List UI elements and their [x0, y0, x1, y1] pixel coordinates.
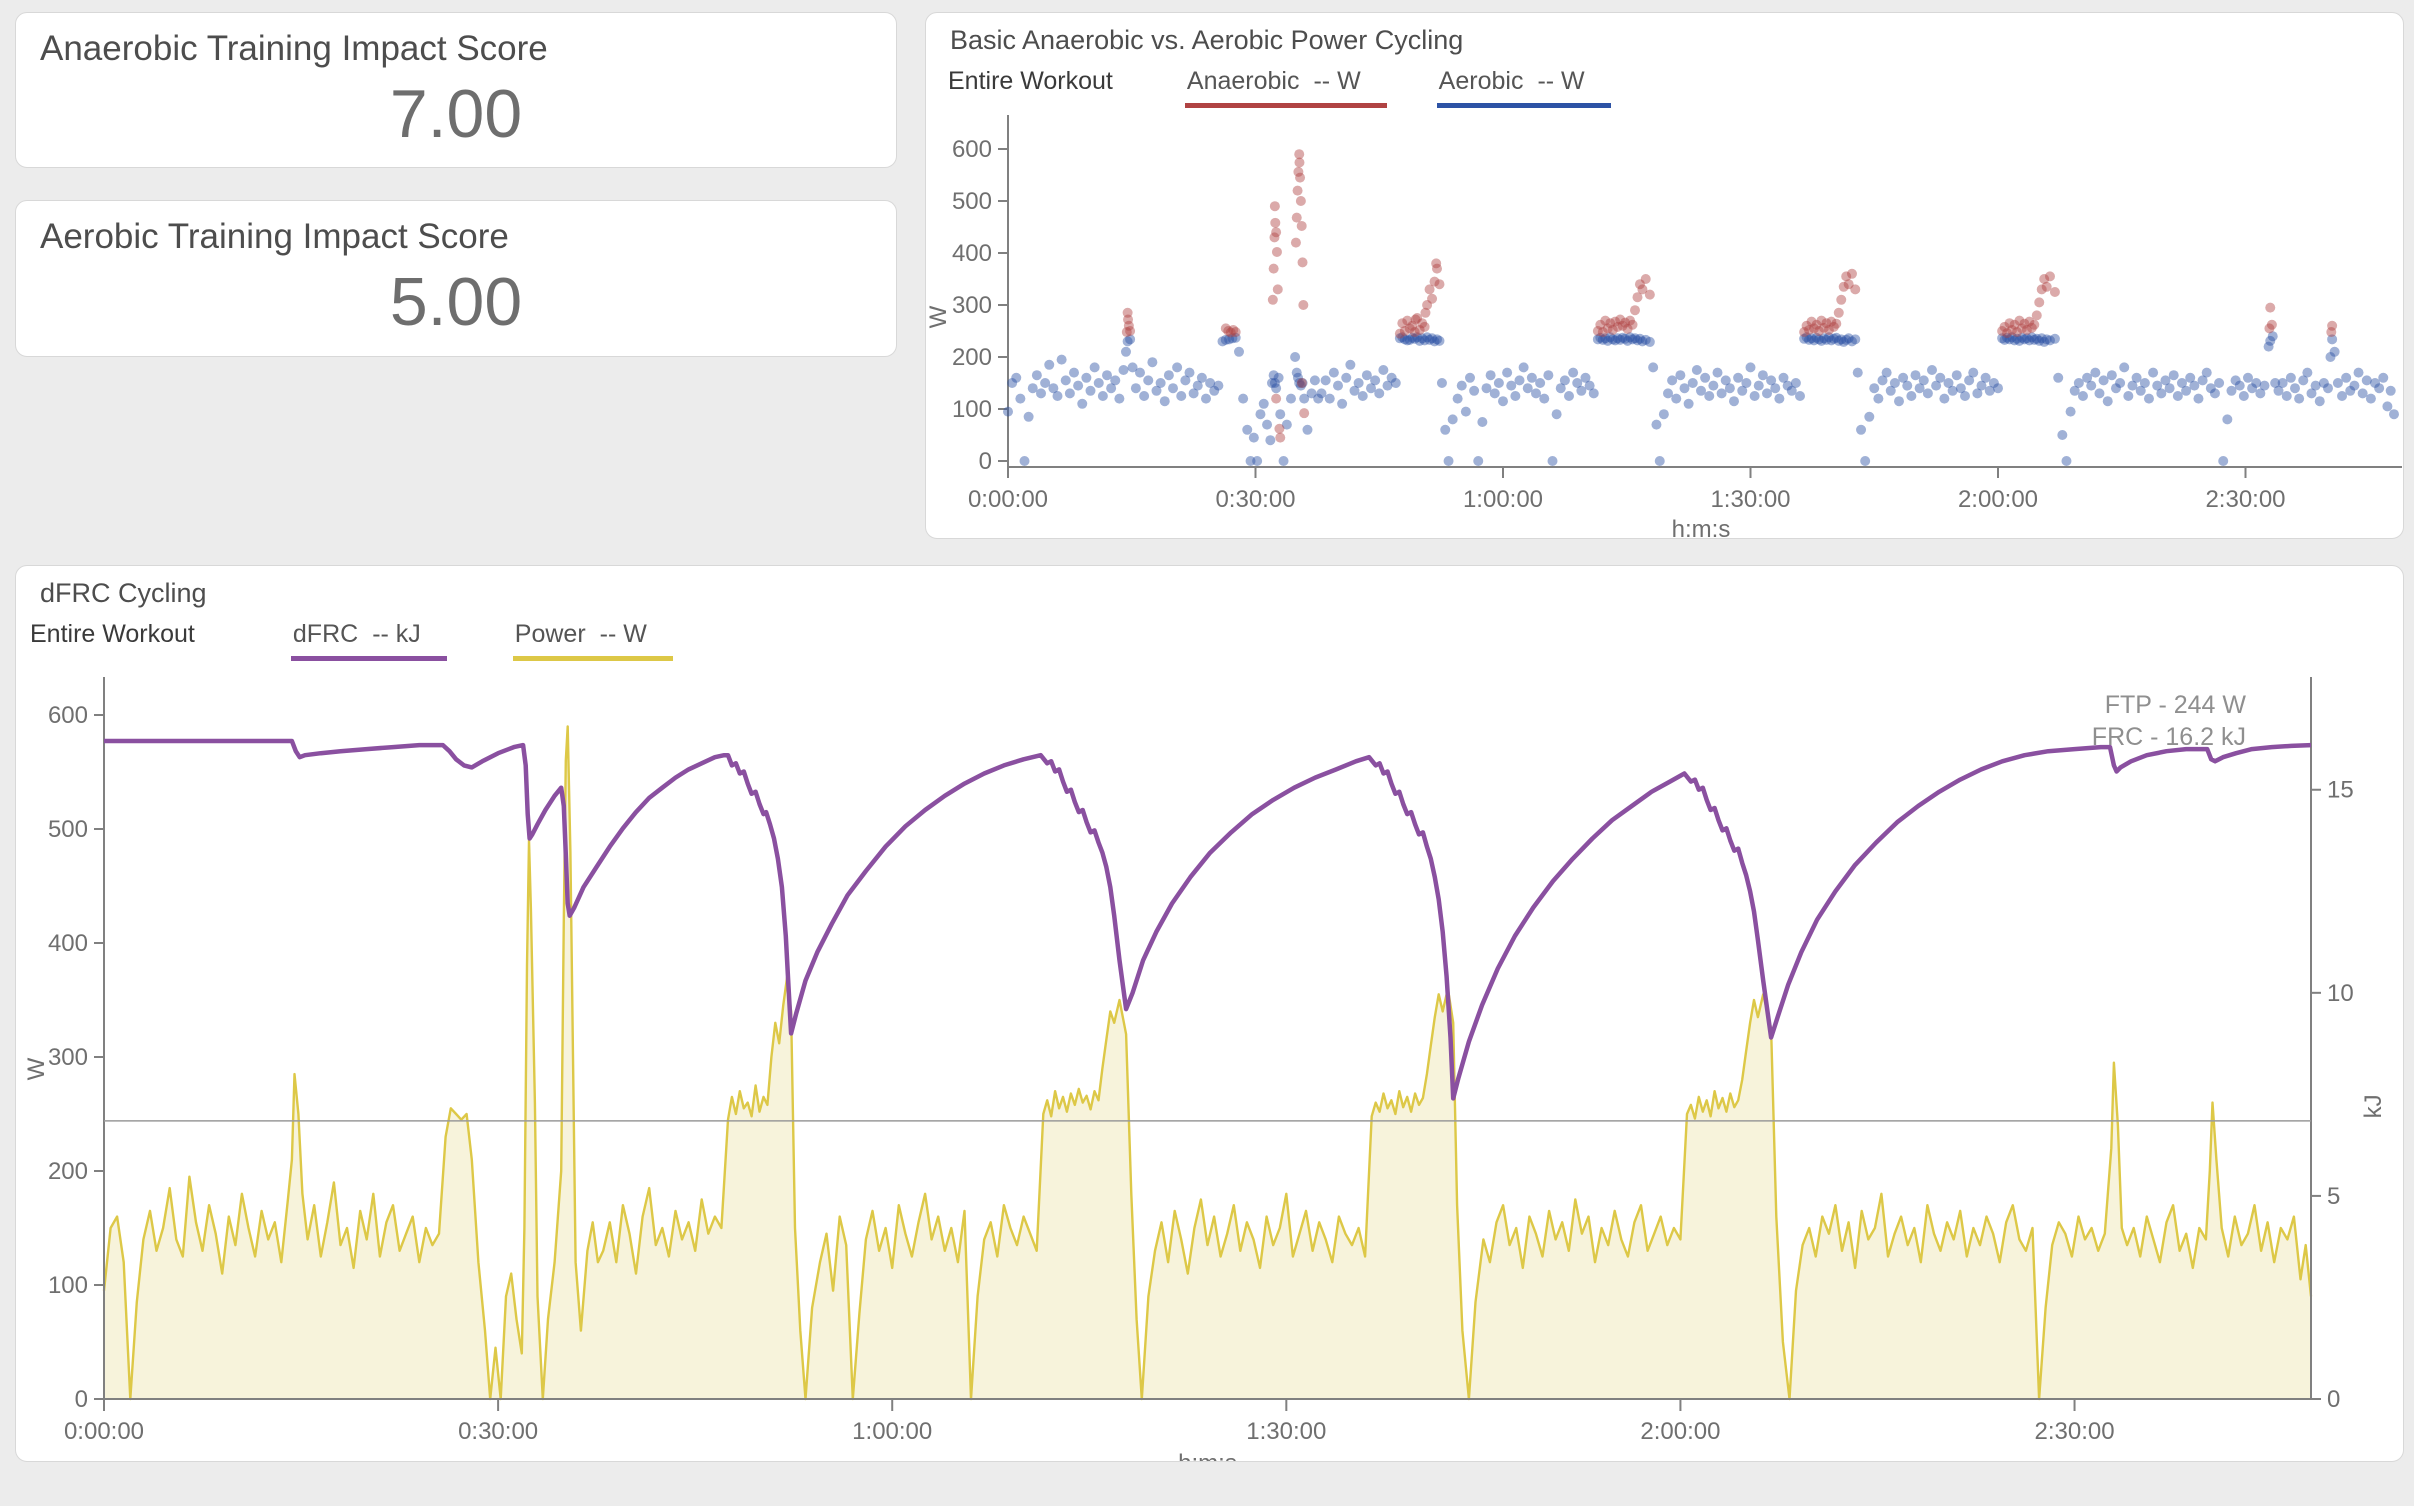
svg-text:600: 600 — [952, 136, 992, 163]
svg-text:1:30:00: 1:30:00 — [1246, 1418, 1326, 1445]
svg-text:400: 400 — [952, 240, 992, 267]
svg-text:5: 5 — [2327, 1183, 2340, 1210]
svg-text:300: 300 — [48, 1044, 88, 1071]
card-aerobic-training-impact[interactable]: Aerobic Training Impact Score 5.00 — [15, 200, 897, 357]
chart-title: Basic Anaerobic vs. Aerobic Power Cyclin… — [950, 25, 1464, 55]
svg-text:100: 100 — [952, 396, 992, 423]
svg-text:1:00:00: 1:00:00 — [852, 1418, 932, 1445]
dfrc-power-line-plot[interactable]: 0 100 200 300 400 500 600 0 5 10 15 0:00:00 0:30:00 1… — [16, 661, 2403, 1461]
legend-item-power[interactable]: Power -- W — [512, 620, 673, 661]
svg-text:200: 200 — [48, 1158, 88, 1185]
svg-text:0:30:00: 0:30:00 — [458, 1418, 538, 1445]
svg-text:h:m:s: h:m:s — [1672, 516, 1731, 538]
svg-text:200: 200 — [952, 344, 992, 371]
panel-anaerobic-vs-aerobic-chart: Basic Anaerobic vs. Aerobic Power Cyclin… — [925, 12, 2404, 539]
svg-text:W: W — [926, 305, 952, 328]
chart-title: dFRC Cycling — [40, 578, 207, 608]
svg-text:0:30:00: 0:30:00 — [1215, 486, 1295, 513]
legend-item-aerobic[interactable]: Aerobic -- W — [1436, 67, 1611, 108]
card-value: 7.00 — [389, 76, 523, 152]
card-anaerobic-training-impact[interactable]: Anaerobic Training Impact Score 7.00 — [15, 12, 897, 168]
svg-text:2:00:00: 2:00:00 — [1958, 486, 2038, 513]
legend-label: Anaerobic — [1186, 67, 1300, 95]
svg-text:0: 0 — [2327, 1386, 2340, 1413]
svg-text:kJ: kJ — [2360, 1094, 2387, 1118]
legend-unit: -- W — [1313, 67, 1361, 95]
svg-text:0: 0 — [979, 448, 992, 475]
svg-text:h:m:s: h:m:s — [1178, 1450, 1237, 1461]
ftp-annotation: FTP - 244 W — [2105, 691, 2247, 719]
svg-text:0: 0 — [75, 1386, 88, 1413]
svg-text:2:00:00: 2:00:00 — [1640, 1418, 1720, 1445]
card-value: 5.00 — [389, 264, 523, 340]
legend-item-dfrc[interactable]: dFRC -- kJ — [290, 620, 447, 661]
svg-text:1:30:00: 1:30:00 — [1710, 486, 1790, 513]
svg-text:300: 300 — [952, 292, 992, 319]
legend-label: Power — [514, 620, 586, 648]
anaerobic-aerobic-scatter-plot[interactable]: 0 100 200 300 400 500 600 0:00:00 0:30:00 1:00:00… — [926, 101, 2403, 538]
legend-unit: -- W — [599, 620, 647, 648]
svg-text:0:00:00: 0:00:00 — [64, 1418, 144, 1445]
svg-text:400: 400 — [48, 930, 88, 957]
legend-label: dFRC — [292, 620, 359, 648]
legend-unit: -- W — [1537, 67, 1585, 95]
svg-text:2:30:00: 2:30:00 — [2034, 1418, 2114, 1445]
legend-scope-selector[interactable]: Entire Workout — [948, 67, 1113, 95]
legend-scope-selector[interactable]: Entire Workout — [30, 620, 195, 648]
frc-annotation: FRC - 16.2 kJ — [2092, 723, 2246, 751]
svg-text:15: 15 — [2327, 777, 2354, 804]
svg-text:1:00:00: 1:00:00 — [1463, 486, 1543, 513]
panel-dfrc-chart: dFRC Cycling Entire Workout dFRC -- kJ Po… — [15, 565, 2404, 1462]
svg-text:2:30:00: 2:30:00 — [2205, 486, 2285, 513]
svg-text:500: 500 — [48, 816, 88, 843]
svg-text:500: 500 — [952, 188, 992, 215]
svg-text:600: 600 — [48, 702, 88, 729]
legend-item-anaerobic[interactable]: Anaerobic -- W — [1184, 67, 1387, 108]
svg-text:100: 100 — [48, 1272, 88, 1299]
legend-unit: -- kJ — [372, 620, 421, 648]
legend-label: Aerobic — [1438, 67, 1524, 95]
svg-text:0:00:00: 0:00:00 — [968, 486, 1048, 513]
card-title: Aerobic Training Impact Score — [40, 217, 509, 256]
card-title: Anaerobic Training Impact Score — [40, 29, 548, 68]
svg-text:10: 10 — [2327, 980, 2354, 1007]
svg-text:W: W — [23, 1057, 50, 1080]
